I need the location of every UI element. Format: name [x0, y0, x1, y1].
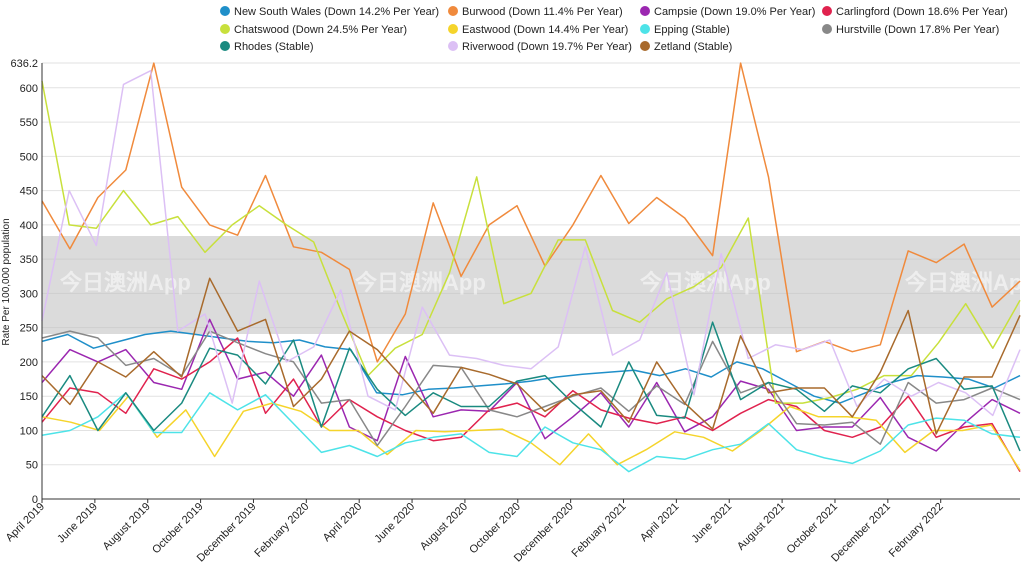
y-tick-labels: 0 50 100 150 200 250 300 350 400 450 500 550 600 636.…: [10, 58, 38, 506]
legend-item[interactable]: Rhodes (Stable): [220, 41, 314, 53]
y-tick-label: 250: [20, 323, 38, 335]
legend: New South Wales (Down 14.2% Per Year) Bur…: [220, 6, 1008, 53]
y-tick-label: 300: [20, 288, 38, 300]
y-tick-label: 200: [20, 357, 38, 369]
y-tick-label: 550: [20, 117, 38, 129]
legend-label: Riverwood (Down 19.7% Per Year): [462, 41, 632, 53]
y-tick-label: 0: [32, 494, 38, 506]
legend-label: Zetland (Stable): [654, 41, 732, 53]
legend-label: Eastwood (Down 14.4% Per Year): [462, 24, 628, 36]
y-tick-label: 500: [20, 151, 38, 163]
legend-item[interactable]: Epping (Stable): [640, 24, 730, 36]
legend-item[interactable]: Hurstville (Down 17.8% Per Year): [822, 24, 999, 36]
legend-swatch: [640, 6, 650, 16]
legend-swatch: [220, 41, 230, 51]
y-tick-label: 50: [26, 460, 38, 472]
watermark-text: 今日澳洲App: [60, 270, 191, 295]
legend-label: Rhodes (Stable): [234, 41, 314, 53]
legend-swatch: [448, 24, 458, 34]
legend-label: Burwood (Down 11.4% Per Year): [462, 6, 623, 18]
watermark-text: 今日澳洲App: [640, 270, 771, 295]
y-axis-title: Rate Per 100,000 population: [1, 218, 12, 345]
legend-swatch: [220, 24, 230, 34]
legend-swatch: [220, 6, 230, 16]
series-line-1[interactable]: [41, 62, 1021, 363]
legend-item[interactable]: Burwood (Down 11.4% Per Year): [448, 6, 623, 18]
legend-item[interactable]: Riverwood (Down 19.7% Per Year): [448, 41, 632, 53]
legend-item[interactable]: New South Wales (Down 14.2% Per Year): [220, 6, 439, 18]
y-tick-label: 450: [20, 186, 38, 198]
legend-label: Carlingford (Down 18.6% Per Year): [836, 6, 1008, 18]
y-tick-label: 400: [20, 220, 38, 232]
watermark-group: 今日澳洲App 今日澳洲App 今日澳洲App 今日澳洲App: [60, 270, 1024, 295]
legend-item[interactable]: Campsie (Down 19.0% Per Year): [640, 6, 815, 18]
series-group: [41, 62, 1021, 473]
legend-item[interactable]: Chatswood (Down 24.5% Per Year): [220, 24, 407, 36]
legend-label: Hurstville (Down 17.8% Per Year): [836, 24, 999, 36]
legend-item[interactable]: Carlingford (Down 18.6% Per Year): [822, 6, 1008, 18]
legend-swatch: [822, 6, 832, 16]
axes: [41, 63, 1020, 500]
watermark-text: 今日澳洲App: [355, 270, 486, 295]
y-tick-label: 350: [20, 254, 38, 266]
legend-swatch: [640, 24, 650, 34]
legend-item[interactable]: Eastwood (Down 14.4% Per Year): [448, 24, 628, 36]
legend-label: Chatswood (Down 24.5% Per Year): [234, 24, 407, 36]
watermark-text: 今日澳洲App: [905, 270, 1024, 295]
y-tick-label-max: 636.2: [10, 58, 38, 70]
series-line-4[interactable]: [41, 80, 1021, 404]
series-line-10[interactable]: [41, 277, 1021, 435]
legend-label: Epping (Stable): [654, 24, 730, 36]
legend-swatch: [448, 41, 458, 51]
legend-swatch: [640, 41, 650, 51]
series-line-8[interactable]: [41, 321, 1021, 452]
series-line-0[interactable]: [41, 330, 1021, 404]
y-tick-label: 150: [20, 391, 38, 403]
legend-label: Campsie (Down 19.0% Per Year): [654, 6, 815, 18]
series-line-7[interactable]: [41, 330, 1021, 447]
legend-swatch: [822, 24, 832, 34]
y-tick-label: 100: [20, 425, 38, 437]
series-line-6[interactable]: [41, 392, 1021, 473]
legend-label: New South Wales (Down 14.2% Per Year): [234, 6, 439, 18]
legend-swatch: [448, 6, 458, 16]
series-line-9[interactable]: [41, 69, 1021, 417]
series-line-3[interactable]: [41, 337, 1021, 472]
legend-item[interactable]: Zetland (Stable): [640, 41, 732, 53]
y-tick-label: 600: [20, 83, 38, 95]
